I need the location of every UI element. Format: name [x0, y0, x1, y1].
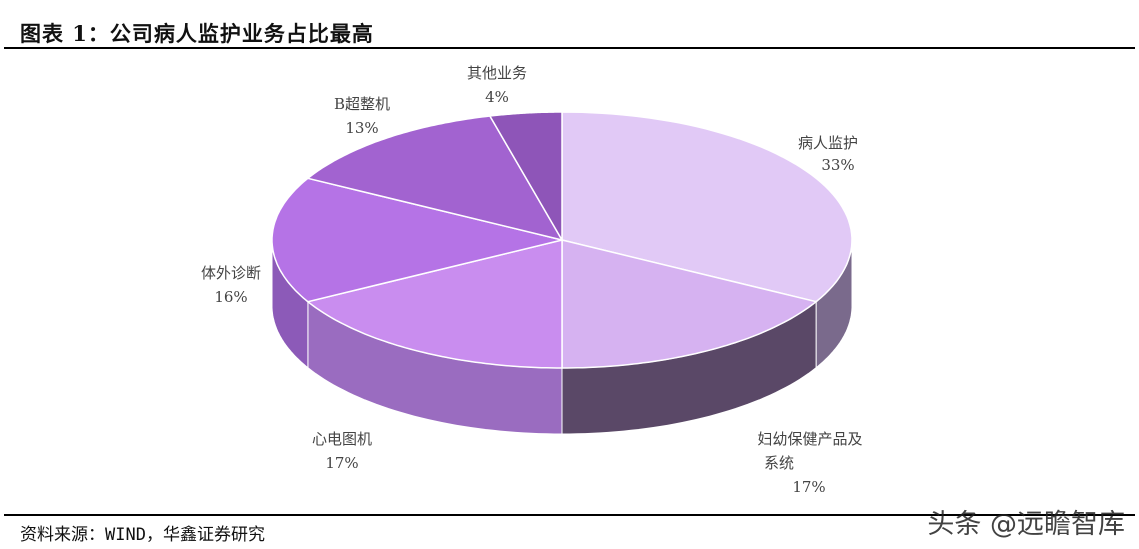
pie-labels: 病人监护 33% 妇幼保健产品及 系统 17% 心电图机 17% 体外诊断 16…	[201, 64, 863, 496]
label-pct-0: 33%	[821, 156, 854, 174]
label-name-1: 妇幼保健产品及	[757, 430, 862, 448]
label-name-0: 病人监护	[798, 134, 858, 152]
label-name-5: 其他业务	[467, 64, 527, 82]
footer-divider	[4, 514, 1135, 516]
label-name-2: 心电图机	[312, 430, 372, 448]
slice-top-4	[306, 115, 564, 242]
label-pct-4: 13%	[345, 119, 378, 137]
label-pct-2: 17%	[325, 454, 358, 472]
pie-tops	[271, 111, 853, 369]
slice-top-5	[488, 111, 563, 243]
watermark: 头条 @远瞻智库	[927, 509, 1125, 540]
slice-top-3	[271, 177, 563, 303]
label-pct-5: 4%	[485, 88, 509, 106]
slice-top-0	[561, 111, 853, 303]
label-name-3: 体外诊断	[201, 264, 261, 282]
source-note: 资料来源：WIND，华鑫证券研究	[20, 525, 265, 545]
label-name-4: B超整机	[334, 95, 390, 113]
slice-top-2	[306, 239, 563, 369]
title-divider	[4, 47, 1135, 49]
label-pct-1: 17%	[792, 478, 825, 496]
label-pct-3: 16%	[214, 288, 247, 306]
label-name-1b: 系统	[764, 454, 794, 472]
chart-title: 图表 1：公司病人监护业务占比最高	[20, 21, 374, 46]
slice-top-1	[561, 239, 818, 369]
